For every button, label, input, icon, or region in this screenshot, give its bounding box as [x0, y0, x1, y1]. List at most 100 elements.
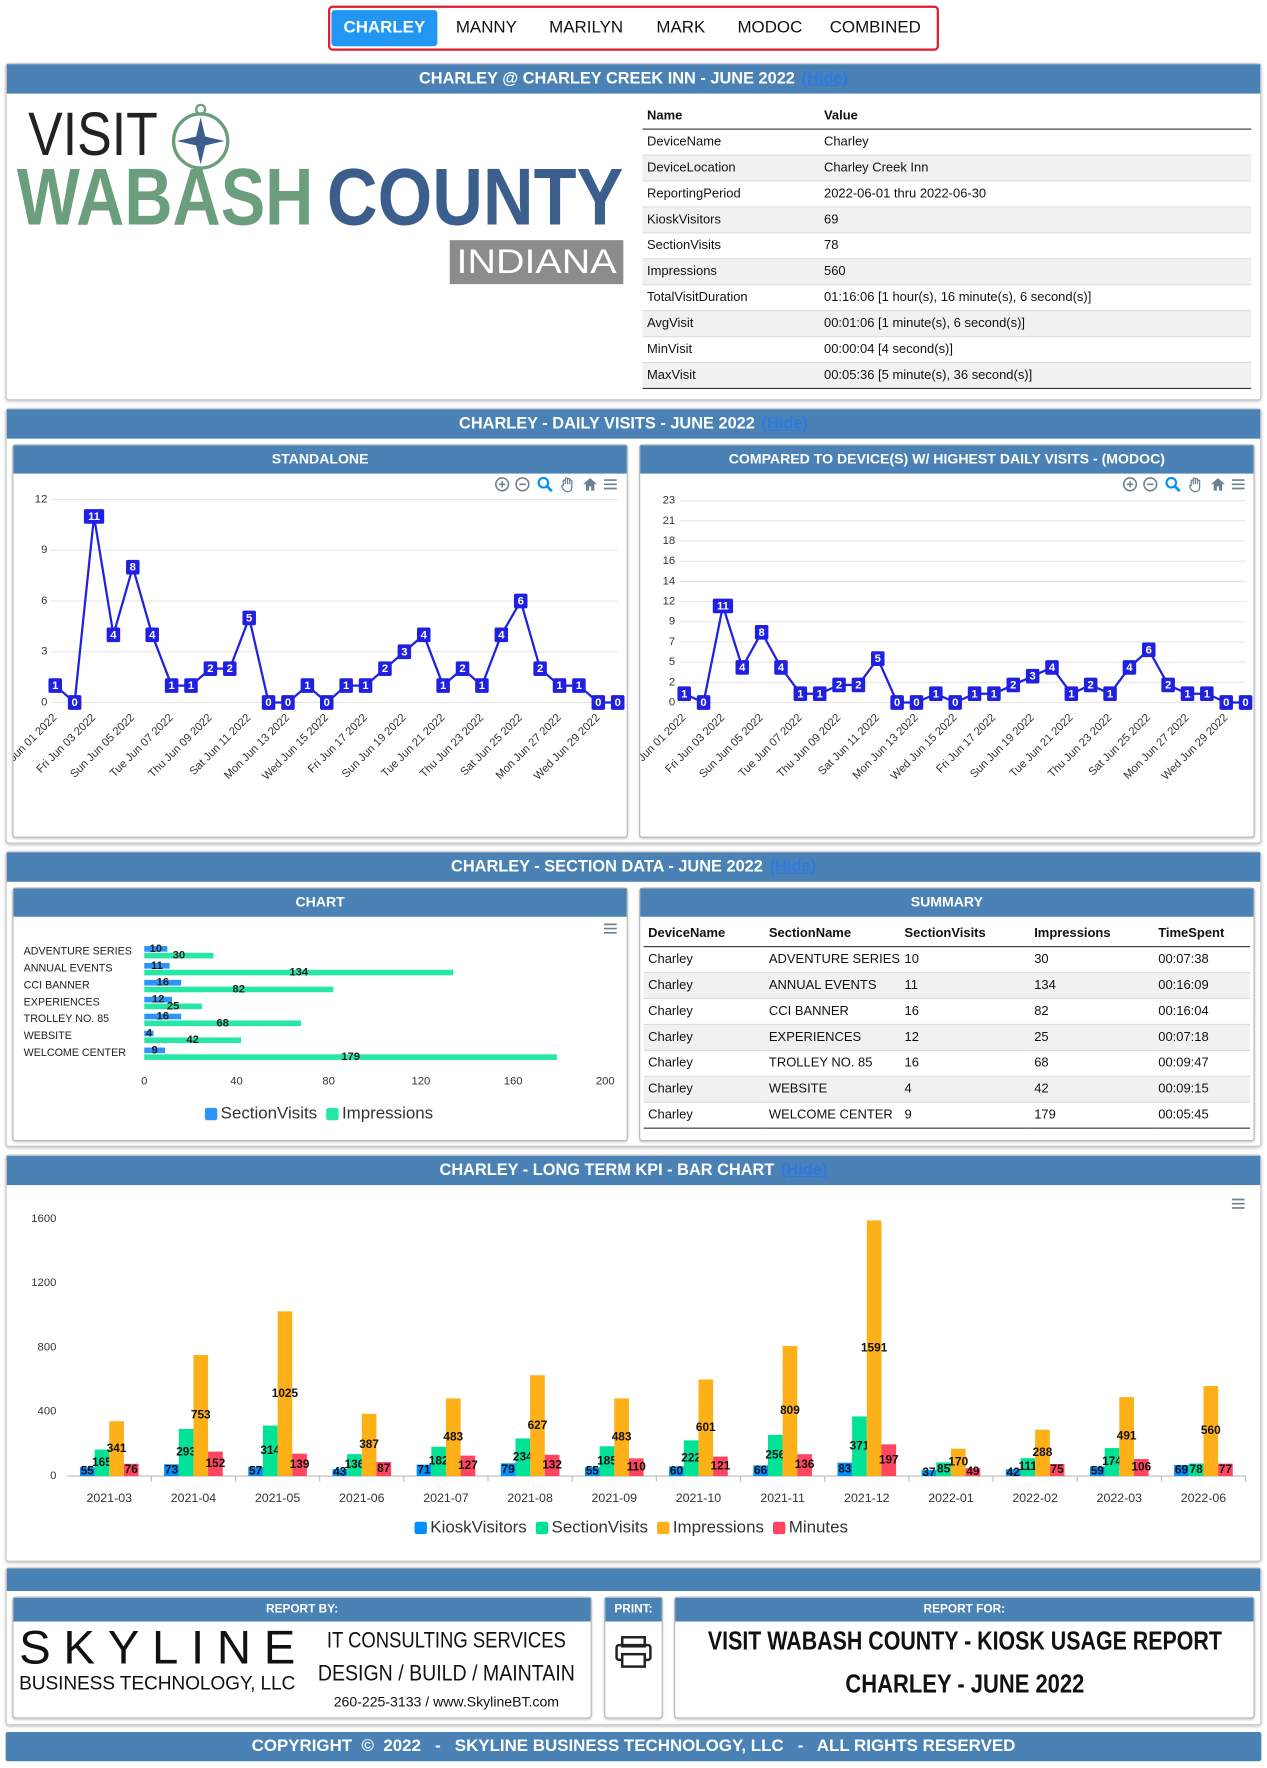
- table-cell: Charley: [643, 1050, 765, 1077]
- table-cell: Charley: [643, 1076, 765, 1103]
- table-row: DeviceLocation Charley Creek Inn: [642, 155, 1252, 182]
- card-title: REPORT BY:: [13, 1597, 591, 1622]
- table-row: MinVisit 00:00:04 [4 second(s)]: [642, 336, 1252, 364]
- report-by-card: REPORT BY:: [12, 1596, 592, 1719]
- table-row: MaxVisit 00:05:36 [5 minute(s), 36 second…: [642, 362, 1252, 390]
- summary-card: SUMMARY DeviceName SectionName SectionVisi…: [639, 887, 1255, 1142]
- table-cell: 12: [900, 1024, 1030, 1051]
- print-card: PRINT:: [604, 1596, 663, 1719]
- table-row: KioskVisitors 69: [642, 206, 1252, 234]
- hide-link[interactable]: (Hide): [769, 858, 816, 877]
- table-cell: 82: [1029, 998, 1154, 1025]
- tab[interactable]: MARK: [656, 18, 706, 38]
- table-cell: SectionVisits: [642, 232, 820, 260]
- panel-header: CHARLEY - SECTION DATA - JUNE 2022 (Hide): [6, 852, 1261, 882]
- table-cell: Charley Creek Inn: [819, 155, 1252, 182]
- table-cell: ANNUAL EVENTS: [764, 972, 901, 1000]
- table-row: Charley WELCOME CENTER 9 179 00:05:45: [643, 1102, 1251, 1129]
- report-for-card: REPORT FOR:: [674, 1596, 1255, 1719]
- table-cell: TotalVisitDuration: [642, 284, 820, 312]
- table-cell: 00:09:15: [1153, 1076, 1251, 1103]
- table-cell: 00:16:04: [1153, 998, 1251, 1025]
- table-cell: Charley: [643, 1102, 765, 1129]
- table-cell: WELCOME CENTER: [764, 1102, 901, 1129]
- table-row: DeviceName Charley: [642, 129, 1252, 156]
- table-row: Charley ANNUAL EVENTS 11 134 00:16:09: [643, 972, 1251, 1000]
- table-cell: 4: [900, 1076, 1030, 1103]
- table-cell: Charley: [643, 1024, 765, 1051]
- kpi-panel: CHARLEY - LONG TERM KPI - BAR CHART (Hide…: [5, 1154, 1262, 1562]
- table-cell: ADVENTURE SERIES: [764, 946, 901, 974]
- device-info: Name Value DeviceName Charley DeviceLocation…: [642, 103, 1252, 390]
- table-cell: 68: [1029, 1050, 1154, 1077]
- panel-title: CHARLEY - SECTION DATA - JUNE 2022: [451, 858, 763, 877]
- column-header: SectionVisits: [900, 921, 1030, 948]
- table-cell: 9: [900, 1102, 1030, 1129]
- panel-header: CHARLEY - DAILY VISITS - JUNE 2022 (Hide): [6, 409, 1261, 439]
- table-cell: Charley: [819, 129, 1252, 156]
- panel-header: CHARLEY - LONG TERM KPI - BAR CHART (Hide…: [6, 1155, 1261, 1186]
- table-cell: 16: [900, 998, 1030, 1025]
- chart-card: STANDALONE: [12, 444, 628, 838]
- table-cell: DeviceLocation: [642, 155, 820, 182]
- tab[interactable]: CHARLEY: [331, 10, 438, 47]
- table-row: ReportingPeriod 2022-06-01 thru 2022-06-3…: [642, 180, 1252, 208]
- table-cell: 00:07:38: [1153, 946, 1251, 974]
- table-cell: WEBSITE: [764, 1076, 901, 1103]
- table-cell: Charley: [643, 946, 765, 974]
- header-row: DeviceName SectionName SectionVisits Impres…: [643, 921, 1251, 948]
- table-cell: TROLLEY NO. 85: [764, 1050, 901, 1077]
- table-cell: 16: [900, 1050, 1030, 1077]
- tab[interactable]: MARILYN: [549, 18, 624, 38]
- table-row: SectionVisits 78: [642, 232, 1252, 260]
- summary-table: DeviceName SectionName SectionVisits Impres…: [643, 921, 1251, 1129]
- table-row: Charley EXPERIENCES 12 25 00:07:18: [643, 1024, 1251, 1051]
- table-cell: KioskVisitors: [642, 206, 820, 234]
- table-cell: 179: [1029, 1102, 1154, 1129]
- table-row: Charley TROLLEY NO. 85 16 68 00:09:47: [643, 1050, 1251, 1077]
- table-cell: MinVisit: [642, 336, 820, 364]
- card-title: SUMMARY: [640, 888, 1254, 917]
- tab[interactable]: MANNY: [455, 18, 517, 38]
- table-row: TotalVisitDuration 01:16:06 [1 hour(s), 1…: [642, 284, 1252, 312]
- copyright: COPYRIGHT © 2022 - SKYLINE BUSINESS TECH…: [5, 1731, 1262, 1762]
- card-title: STANDALONE: [13, 445, 627, 474]
- hide-link[interactable]: (Hide): [761, 414, 808, 433]
- table-cell: 00:16:09: [1153, 972, 1251, 1000]
- table-cell: 11: [900, 972, 1030, 1000]
- panel-title: CHARLEY - DAILY VISITS - JUNE 2022: [459, 414, 755, 433]
- panel-title: CHARLEY @ CHARLEY CREEK INN - JUNE 2022: [418, 69, 795, 88]
- table-row: AvgVisit 00:01:06 [1 minute(s), 6 second(…: [642, 310, 1252, 338]
- table-cell: 2022-06-01 thru 2022-06-30: [819, 180, 1252, 208]
- table-cell: 78: [819, 232, 1252, 260]
- chart-card: COMPARED TO DEVICE(S) W/ HIGHEST DAILY V…: [639, 444, 1255, 838]
- table-cell: 134: [1029, 972, 1154, 1000]
- table-cell: 560: [819, 258, 1252, 286]
- table-cell: Impressions: [642, 258, 820, 286]
- column-header: Impressions: [1029, 921, 1154, 948]
- column-header: Value: [819, 103, 1252, 130]
- card-title: COMPARED TO DEVICE(S) W/ HIGHEST DAILY V…: [640, 445, 1254, 474]
- table-cell: Charley: [643, 998, 765, 1025]
- tab[interactable]: COMBINED: [829, 18, 921, 38]
- table-cell: MaxVisit: [642, 362, 820, 390]
- table-cell: 00:09:47: [1153, 1050, 1251, 1077]
- card-title: PRINT:: [605, 1597, 662, 1622]
- info-table: Name Value DeviceName Charley DeviceLocation…: [642, 103, 1252, 390]
- table-cell: EXPERIENCES: [764, 1024, 901, 1051]
- panel-header: CHARLEY @ CHARLEY CREEK INN - JUNE 2022 (…: [6, 64, 1261, 94]
- tab[interactable]: MODOC: [737, 18, 803, 38]
- table-cell: 10: [900, 946, 1030, 974]
- column-header: TimeSpent: [1153, 921, 1251, 948]
- table-row: Impressions 560: [642, 258, 1252, 286]
- table-cell: 30: [1029, 946, 1154, 974]
- hide-link[interactable]: (Hide): [781, 1161, 828, 1180]
- table-cell: ReportingPeriod: [642, 180, 820, 208]
- table-cell: 01:16:06 [1 hour(s), 16 minute(s), 6 sec…: [819, 284, 1252, 312]
- hide-link[interactable]: (Hide): [801, 69, 848, 88]
- table-row: Charley CCI BANNER 16 82 00:16:04: [643, 998, 1251, 1025]
- chart-card: CHART: [12, 887, 628, 1142]
- table-row: Charley ADVENTURE SERIES 10 30 00:07:38: [643, 946, 1251, 974]
